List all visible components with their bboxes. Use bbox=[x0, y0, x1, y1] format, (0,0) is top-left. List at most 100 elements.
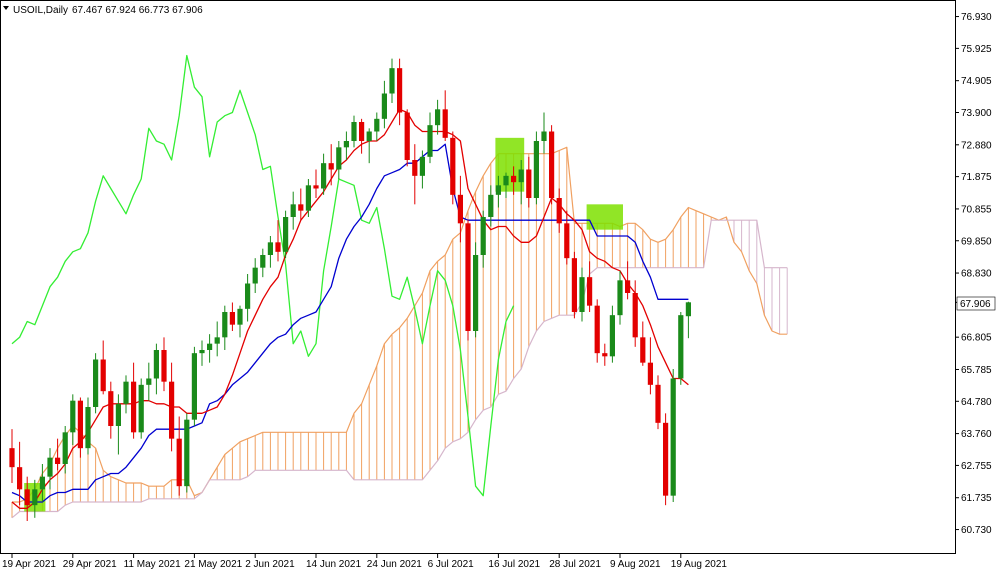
candle-body[interactable] bbox=[404, 112, 410, 161]
candle-body[interactable] bbox=[389, 68, 395, 94]
candle-body[interactable] bbox=[290, 204, 296, 217]
candle-body[interactable] bbox=[488, 194, 494, 217]
candle-body[interactable] bbox=[647, 362, 653, 385]
last-price-label: 67.906 bbox=[960, 299, 991, 310]
candle-body[interactable] bbox=[359, 122, 365, 141]
candle-body[interactable] bbox=[419, 156, 425, 176]
candle-body[interactable] bbox=[305, 185, 311, 211]
candle-body[interactable] bbox=[245, 283, 251, 309]
candle-body[interactable] bbox=[366, 131, 372, 142]
candle-body[interactable] bbox=[47, 457, 53, 477]
candle-body[interactable] bbox=[503, 175, 509, 186]
candle-body[interactable] bbox=[17, 467, 23, 490]
candle-body[interactable] bbox=[465, 223, 471, 331]
candle-body[interactable] bbox=[207, 343, 213, 350]
candle-body[interactable] bbox=[541, 131, 547, 142]
candle-body[interactable] bbox=[55, 457, 61, 464]
candle-body[interactable] bbox=[511, 175, 517, 183]
candle-body[interactable] bbox=[564, 223, 570, 259]
candle-body[interactable] bbox=[32, 489, 38, 506]
candle-body[interactable] bbox=[473, 255, 479, 331]
candle-body[interactable] bbox=[176, 438, 182, 487]
candle-body[interactable] bbox=[153, 350, 159, 379]
candle-body[interactable] bbox=[556, 198, 562, 224]
candle-body[interactable] bbox=[169, 381, 175, 439]
candle-body[interactable] bbox=[191, 353, 197, 420]
candle-body[interactable] bbox=[518, 169, 524, 183]
candle-body[interactable] bbox=[184, 419, 190, 487]
candle-body[interactable] bbox=[678, 315, 684, 379]
candle-body[interactable] bbox=[252, 267, 258, 284]
candle-body[interactable] bbox=[62, 432, 68, 464]
candle-body[interactable] bbox=[450, 137, 456, 195]
candle-body[interactable] bbox=[579, 277, 585, 312]
candle-body[interactable] bbox=[533, 141, 539, 198]
candle-body[interactable] bbox=[397, 68, 403, 113]
triangle-down-icon[interactable] bbox=[3, 6, 9, 10]
candle-body[interactable] bbox=[336, 147, 342, 170]
candle-body[interactable] bbox=[343, 141, 349, 148]
candle-body[interactable] bbox=[108, 391, 114, 426]
candle-body[interactable] bbox=[237, 308, 243, 325]
candle-body[interactable] bbox=[199, 350, 205, 354]
symbol-timeframe: USOIL,Daily bbox=[13, 5, 68, 16]
candle-body[interactable] bbox=[625, 280, 631, 293]
candle-body[interactable] bbox=[655, 384, 661, 423]
candle-body[interactable] bbox=[685, 302, 691, 317]
candle-body[interactable] bbox=[640, 337, 646, 363]
candle-body[interactable] bbox=[267, 242, 273, 255]
candle-body[interactable] bbox=[328, 163, 334, 170]
candle-body[interactable] bbox=[222, 312, 228, 338]
candle-body[interactable] bbox=[663, 422, 669, 496]
candlesticks[interactable] bbox=[9, 58, 691, 521]
candle-body[interactable] bbox=[24, 489, 30, 506]
candle-body[interactable] bbox=[526, 169, 532, 199]
candle-body[interactable] bbox=[587, 277, 593, 306]
candle-body[interactable] bbox=[351, 122, 357, 141]
candle-body[interactable] bbox=[77, 400, 83, 449]
candle-body[interactable] bbox=[609, 315, 615, 357]
candle-body[interactable] bbox=[70, 400, 76, 433]
candle-body[interactable] bbox=[313, 185, 319, 189]
candle-body[interactable] bbox=[594, 305, 600, 354]
candle-body[interactable] bbox=[298, 204, 304, 211]
candle-body[interactable] bbox=[632, 293, 638, 338]
candle-body[interactable] bbox=[146, 378, 152, 385]
candle-body[interactable] bbox=[549, 131, 555, 199]
y-tick-label: 69.850 bbox=[961, 236, 992, 247]
candle-body[interactable] bbox=[161, 350, 167, 382]
candle-body[interactable] bbox=[435, 109, 441, 126]
candle-body[interactable] bbox=[480, 217, 486, 255]
candle-body[interactable] bbox=[670, 378, 676, 496]
candle-body[interactable] bbox=[617, 280, 623, 316]
candle-body[interactable] bbox=[427, 125, 433, 157]
candle-body[interactable] bbox=[131, 381, 137, 433]
candle-body[interactable] bbox=[9, 448, 15, 468]
candle-body[interactable] bbox=[275, 242, 281, 252]
candle-body[interactable] bbox=[374, 118, 380, 132]
candle-body[interactable] bbox=[495, 185, 501, 195]
candle-body[interactable] bbox=[85, 407, 91, 449]
candle-body[interactable] bbox=[321, 163, 327, 189]
candle-body[interactable] bbox=[100, 359, 106, 392]
candle-body[interactable] bbox=[442, 109, 448, 138]
last-price-marker: 67.906 bbox=[956, 296, 996, 311]
candle-body[interactable] bbox=[39, 476, 45, 490]
candle-body[interactable] bbox=[571, 258, 577, 312]
candle-body[interactable] bbox=[115, 403, 121, 426]
candle-body[interactable] bbox=[138, 384, 144, 433]
candle-body[interactable] bbox=[123, 381, 129, 404]
candle-body[interactable] bbox=[457, 194, 463, 224]
candle-body[interactable] bbox=[602, 353, 608, 357]
y-tick-label: 73.900 bbox=[961, 108, 992, 119]
x-tick-label: 28 Jul 2021 bbox=[549, 559, 601, 570]
candle-body[interactable] bbox=[283, 217, 289, 252]
candle-body[interactable] bbox=[260, 255, 266, 268]
candle-body[interactable] bbox=[214, 337, 220, 344]
candle-body[interactable] bbox=[93, 359, 99, 408]
candle-body[interactable] bbox=[381, 93, 387, 119]
candle-body[interactable] bbox=[229, 312, 235, 325]
candle-body[interactable] bbox=[412, 160, 418, 176]
